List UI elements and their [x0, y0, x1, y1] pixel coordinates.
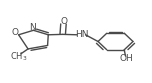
Text: HN: HN [75, 30, 88, 39]
Text: O: O [61, 17, 68, 26]
Text: CH$_3$: CH$_3$ [10, 51, 27, 63]
Text: OH: OH [119, 54, 133, 63]
Text: O: O [11, 28, 18, 37]
Text: N: N [29, 23, 36, 32]
